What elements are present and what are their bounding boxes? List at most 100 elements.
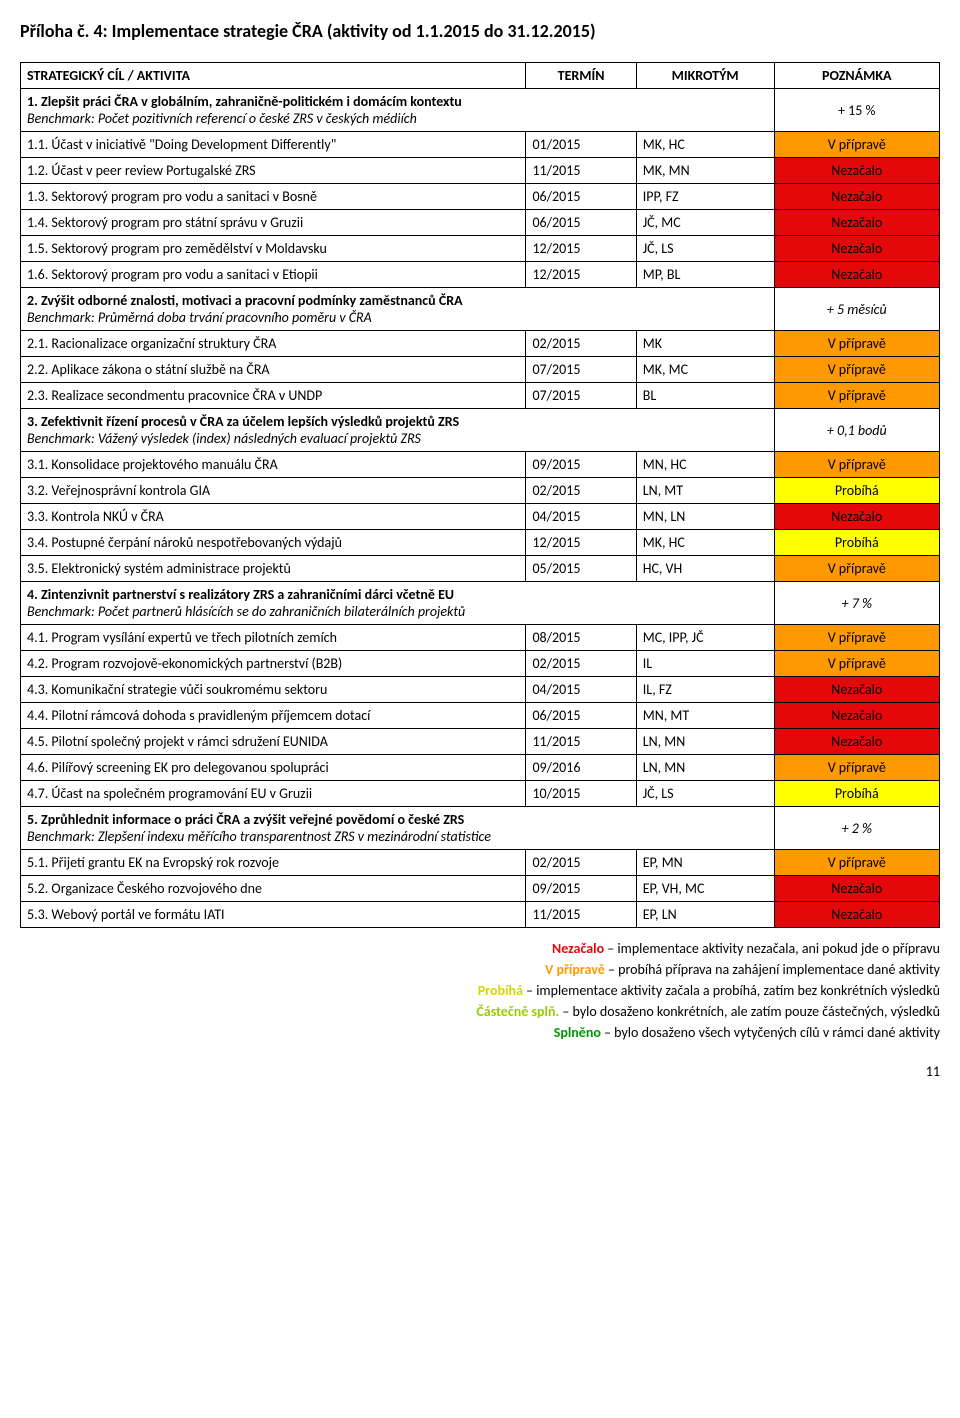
table-row: 5.1. Přijetí grantu EK na Evropský rok r… <box>21 850 940 876</box>
section-benchmark: Benchmark: Počet partnerů hlásících se d… <box>27 603 768 620</box>
status-cell: V přípravě <box>774 331 939 357</box>
activity-cell: 3.2. Veřejnosprávní kontrola GIA <box>21 478 526 504</box>
activity-cell: 2.2. Aplikace zákona o státní službě na … <box>21 357 526 383</box>
page-number: 11 <box>20 1063 940 1080</box>
activity-cell: 5.2. Organizace Českého rozvojového dne <box>21 876 526 902</box>
activity-cell: 4.6. Pilířový screening EK pro delegovan… <box>21 755 526 781</box>
status-cell: Nezačalo <box>774 876 939 902</box>
section-title-cell: 5. Zprůhlednit informace o práci ČRA a z… <box>21 807 775 850</box>
table-row: 2.2. Aplikace zákona o státní službě na … <box>21 357 940 383</box>
activity-cell: 3.5. Elektronický systém administrace pr… <box>21 556 526 582</box>
team-cell: JČ, LS <box>636 236 774 262</box>
table-row: 1.3. Sektorový program pro vodu a sanita… <box>21 184 940 210</box>
team-cell: LN, MT <box>636 478 774 504</box>
term-cell: 11/2015 <box>526 902 636 928</box>
status-cell: Nezačalo <box>774 729 939 755</box>
table-row: 5.2. Organizace Českého rozvojového dne0… <box>21 876 940 902</box>
team-cell: LN, MN <box>636 729 774 755</box>
table-row: 3.4. Postupné čerpání nároků nespotřebov… <box>21 530 940 556</box>
activity-cell: 4.5. Pilotní společný projekt v rámci sd… <box>21 729 526 755</box>
table-row: 4.4. Pilotní rámcová dohoda s pravidlený… <box>21 703 940 729</box>
legend-text: – bylo dosaženo konkrétních, ale zatím p… <box>559 1003 940 1020</box>
activity-cell: 5.3. Webový portál ve formátu IATI <box>21 902 526 928</box>
team-cell: IL, FZ <box>636 677 774 703</box>
section-title-cell: 2. Zvýšit odborné znalosti, motivaci a p… <box>21 288 775 331</box>
team-cell: MC, IPP, JČ <box>636 625 774 651</box>
table-row: 3.1. Konsolidace projektového manuálu ČR… <box>21 452 940 478</box>
section-benchmark: Benchmark: Průměrná doba trvání pracovní… <box>27 309 768 326</box>
activity-cell: 1.6. Sektorový program pro vodu a sanita… <box>21 262 526 288</box>
term-cell: 05/2015 <box>526 556 636 582</box>
team-cell: MP, BL <box>636 262 774 288</box>
term-cell: 08/2015 <box>526 625 636 651</box>
table-row: 1.1. Účast v iniciativě "Doing Developme… <box>21 132 940 158</box>
header-term: TERMÍN <box>526 63 636 89</box>
team-cell: JČ, MC <box>636 210 774 236</box>
section-title-cell: 4. Zintenzivnit partnerství s realizátor… <box>21 582 775 625</box>
team-cell: MN, HC <box>636 452 774 478</box>
term-cell: 01/2015 <box>526 132 636 158</box>
activity-cell: 4.7. Účast na společném programování EU … <box>21 781 526 807</box>
term-cell: 06/2015 <box>526 210 636 236</box>
activity-cell: 2.1. Racionalizace organizační struktury… <box>21 331 526 357</box>
term-cell: 09/2015 <box>526 452 636 478</box>
activity-cell: 2.3. Realizace secondmentu pracovnice ČR… <box>21 383 526 409</box>
activity-cell: 4.1. Program vysílání expertů ve třech p… <box>21 625 526 651</box>
team-cell: MN, LN <box>636 504 774 530</box>
status-cell: V přípravě <box>774 383 939 409</box>
legend-text: – implementace aktivity nezačala, ani po… <box>604 940 940 957</box>
status-cell: V přípravě <box>774 357 939 383</box>
activity-cell: 1.3. Sektorový program pro vodu a sanita… <box>21 184 526 210</box>
team-cell: MN, MT <box>636 703 774 729</box>
section-title: 4. Zintenzivnit partnerství s realizátor… <box>27 586 768 603</box>
legend-block: Nezačalo – implementace aktivity nezačal… <box>20 938 940 1043</box>
team-cell: EP, VH, MC <box>636 876 774 902</box>
section-title: 3. Zefektivnit řízení procesů v ČRA za ú… <box>27 413 768 430</box>
section-benchmark: Benchmark: Vážený výsledek (index) násle… <box>27 430 768 447</box>
table-row: 1.5. Sektorový program pro zemědělství v… <box>21 236 940 262</box>
table-row: 4.2. Program rozvojově-ekonomických part… <box>21 651 940 677</box>
team-cell: MK <box>636 331 774 357</box>
team-cell: IPP, FZ <box>636 184 774 210</box>
legend-text: – probíhá příprava na zahájení implement… <box>605 961 940 978</box>
term-cell: 07/2015 <box>526 357 636 383</box>
activity-cell: 4.3. Komunikační strategie vůči soukromé… <box>21 677 526 703</box>
section-header-row: 5. Zprůhlednit informace o práci ČRA a z… <box>21 807 940 850</box>
status-cell: V přípravě <box>774 850 939 876</box>
term-cell: 02/2015 <box>526 651 636 677</box>
section-benchmark: Benchmark: Zlepšení indexu měřícího tran… <box>27 828 768 845</box>
status-cell: V přípravě <box>774 651 939 677</box>
section-title-cell: 1. Zlepšit práci ČRA v globálním, zahran… <box>21 89 775 132</box>
section-note: + 15 % <box>774 89 939 132</box>
team-cell: EP, MN <box>636 850 774 876</box>
legend-term: Splněno <box>554 1024 601 1041</box>
status-cell: Nezačalo <box>774 236 939 262</box>
status-cell: V přípravě <box>774 625 939 651</box>
activity-cell: 4.4. Pilotní rámcová dohoda s pravidlený… <box>21 703 526 729</box>
table-row: 1.6. Sektorový program pro vodu a sanita… <box>21 262 940 288</box>
team-cell: IL <box>636 651 774 677</box>
legend-term: Probíhá <box>478 982 523 999</box>
status-cell: Probíhá <box>774 530 939 556</box>
table-row: 1.2. Účast v peer review Portugalské ZRS… <box>21 158 940 184</box>
header-activity: STRATEGICKÝ CÍL / AKTIVITA <box>21 63 526 89</box>
activity-cell: 1.2. Účast v peer review Portugalské ZRS <box>21 158 526 184</box>
table-row: 5.3. Webový portál ve formátu IATI11/201… <box>21 902 940 928</box>
section-title: 1. Zlepšit práci ČRA v globálním, zahran… <box>27 93 768 110</box>
status-cell: Nezačalo <box>774 677 939 703</box>
status-cell: Probíhá <box>774 781 939 807</box>
table-row: 2.1. Racionalizace organizační struktury… <box>21 331 940 357</box>
term-cell: 02/2015 <box>526 331 636 357</box>
legend-line: Nezačalo – implementace aktivity nezačal… <box>20 938 940 959</box>
term-cell: 12/2015 <box>526 236 636 262</box>
section-title: 5. Zprůhlednit informace o práci ČRA a z… <box>27 811 768 828</box>
activity-cell: 3.1. Konsolidace projektového manuálu ČR… <box>21 452 526 478</box>
team-cell: MK, HC <box>636 530 774 556</box>
section-benchmark: Benchmark: Počet pozitivních referencí o… <box>27 110 768 127</box>
table-row: 4.7. Účast na společném programování EU … <box>21 781 940 807</box>
table-row: 2.3. Realizace secondmentu pracovnice ČR… <box>21 383 940 409</box>
activity-cell: 3.3. Kontrola NKÚ v ČRA <box>21 504 526 530</box>
legend-term: Nezačalo <box>552 940 604 957</box>
legend-text: – bylo dosaženo všech vytyčených cílů v … <box>601 1024 940 1041</box>
term-cell: 09/2015 <box>526 876 636 902</box>
